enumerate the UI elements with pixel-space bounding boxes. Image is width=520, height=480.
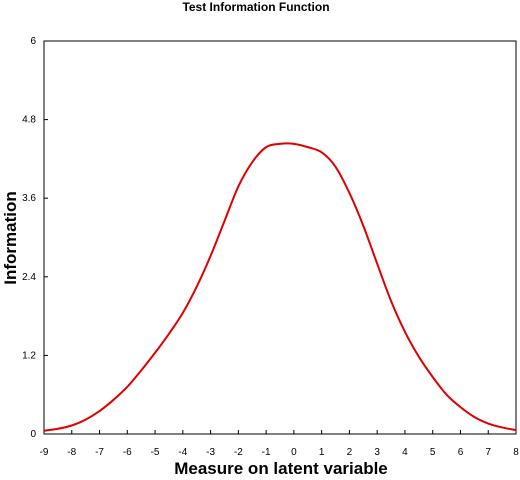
chart-title: Test Information Function [182,0,329,14]
y-tick-label: 1.2 [22,350,36,361]
x-axis-label: Measure on latent variable [174,459,388,478]
y-tick-label: 2.4 [22,272,36,283]
x-tick-label: 4 [402,447,408,458]
x-tick-label: -4 [178,447,187,458]
x-tick-label: 7 [485,447,491,458]
x-tick-label: 0 [291,447,297,458]
x-axis: -9 -8 -7 -6 -5 -4 -3 -2 -1 0 1 2 3 4 5 6 7 8 [40,430,519,458]
x-tick-label: -3 [206,447,215,458]
x-tick-label: -8 [67,447,76,458]
y-tick-label: 4.8 [22,115,36,126]
y-tick-label: 3.6 [22,193,36,204]
x-tick-label: -1 [262,447,271,458]
x-tick-label: 2 [347,447,353,458]
y-tick-label: 0 [30,429,36,440]
x-tick-label: 3 [374,447,380,458]
y-axis: 0 1.2 2.4 3.6 4.8 6 [22,36,48,440]
x-tick-label: -7 [95,447,104,458]
plot-frame [43,40,517,435]
x-tick-label: -6 [123,447,132,458]
x-tick-label: -2 [234,447,243,458]
x-tick-label: 6 [458,447,464,458]
plot-area [43,40,517,435]
information-curve [43,142,517,432]
y-axis-label: Information [1,191,20,285]
x-tick-label: -5 [151,447,160,458]
x-tick-label: -9 [40,447,49,458]
series-layer [43,142,517,432]
y-tick-label: 6 [30,36,36,47]
x-tick-label: 8 [513,447,519,458]
x-tick-label: 5 [430,447,436,458]
x-tick-label: 1 [319,447,325,458]
